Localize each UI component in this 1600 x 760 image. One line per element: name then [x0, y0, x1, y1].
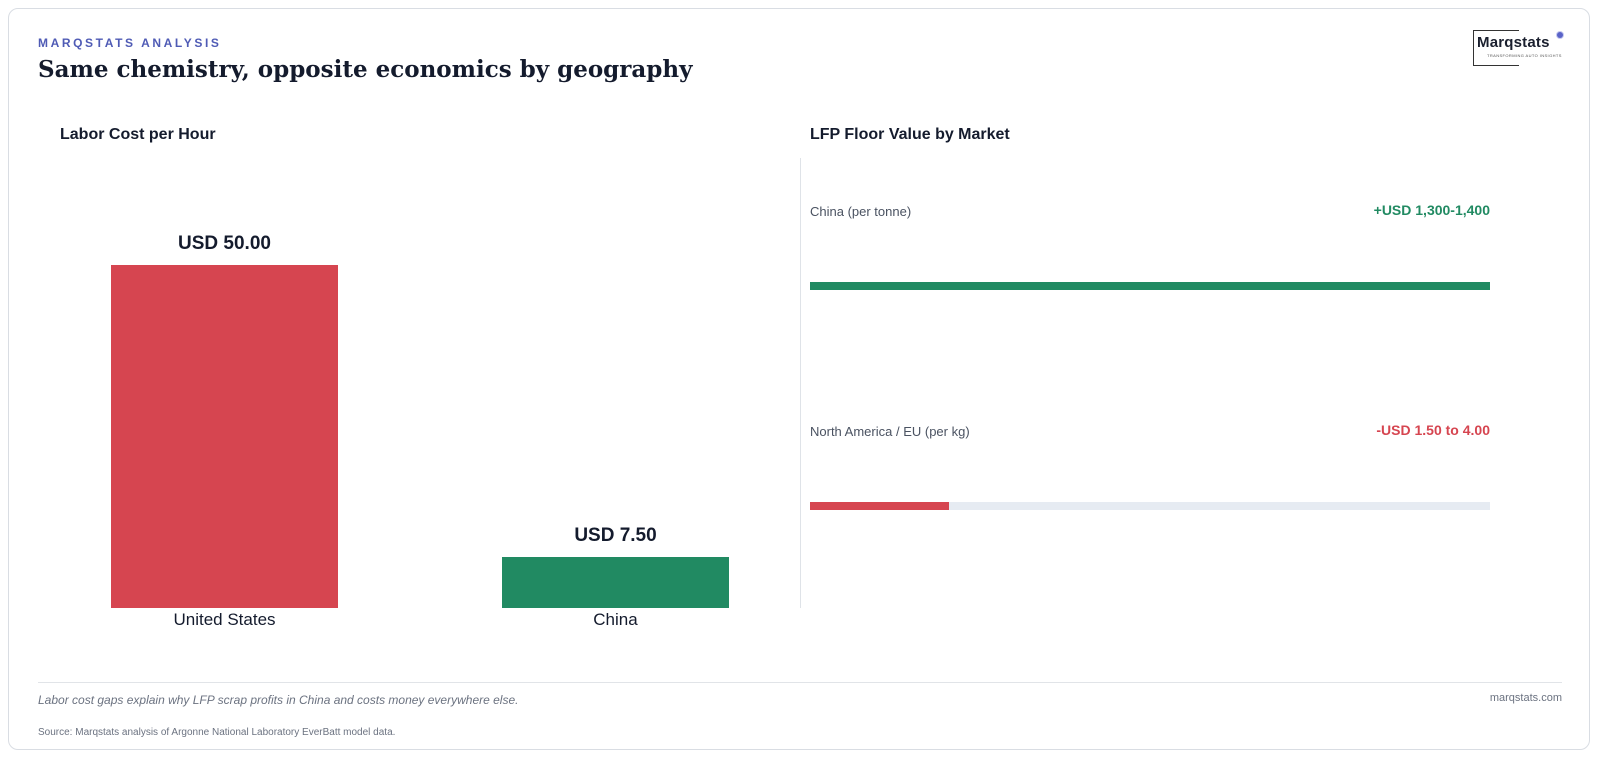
value-track: [810, 282, 1490, 290]
site-link[interactable]: marqstats.com: [1489, 692, 1562, 704]
kicker: MARQSTATS ANALYSIS: [38, 36, 222, 50]
bar-united-states: [111, 265, 338, 608]
logo: Marqstats TRANSFORMING AUTO INSIGHTS: [1473, 30, 1563, 66]
lfp-chart-title: LFP Floor Value by Market: [810, 126, 1010, 143]
bar-value-label: USD 50.00: [178, 233, 271, 254]
market-value-label: +USD 1,300-1,400: [1373, 202, 1490, 218]
value-track: [810, 502, 1490, 510]
logo-wordmark: Marqstats: [1477, 34, 1550, 51]
category-label: United States: [173, 610, 276, 629]
market-label: China (per tonne): [810, 204, 912, 219]
source-note: Source: Marqstats analysis of Argonne Na…: [38, 727, 396, 738]
category-label: China: [593, 610, 638, 629]
logo-tagline: TRANSFORMING AUTO INSIGHTS: [1487, 53, 1562, 58]
logo-dot-icon: [1557, 32, 1563, 38]
market-value-label: -USD 1.50 to 4.00: [1376, 422, 1490, 438]
bar-china: [502, 557, 729, 608]
value-bar: [810, 502, 949, 510]
chart-caption: Labor cost gaps explain why LFP scrap pr…: [38, 693, 519, 707]
market-label: North America / EU (per kg): [810, 424, 970, 439]
panel-divider: [800, 158, 801, 608]
value-bar: [810, 282, 1490, 290]
labor-chart-title: Labor Cost per Hour: [60, 126, 216, 143]
bar-value-label: USD 7.50: [574, 525, 657, 546]
footer-divider: [38, 682, 1562, 683]
logo-frame: [1473, 30, 1519, 66]
page-title: Same chemistry, opposite economics by ge…: [38, 56, 693, 83]
